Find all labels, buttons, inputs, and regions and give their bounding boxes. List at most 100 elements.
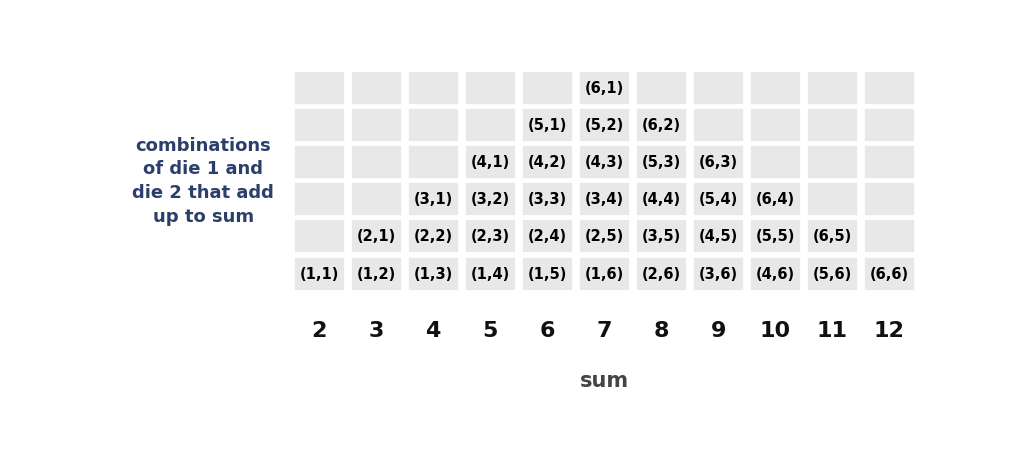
Bar [635, 108, 687, 143]
Text: (4,2): (4,2) [527, 155, 566, 170]
Bar [806, 219, 858, 254]
Text: 2: 2 [311, 320, 327, 340]
Text: 11: 11 [816, 320, 848, 340]
Bar [464, 219, 516, 254]
Text: die 2 that add: die 2 that add [132, 184, 274, 202]
Bar [749, 182, 801, 217]
Text: sum: sum [580, 371, 629, 391]
Text: (2,3): (2,3) [471, 229, 510, 244]
Text: 9: 9 [711, 320, 726, 340]
Text: (5,6): (5,6) [812, 266, 852, 281]
Text: (5,2): (5,2) [585, 118, 624, 133]
Bar [293, 219, 345, 254]
Bar [692, 219, 744, 254]
Text: (4,4): (4,4) [642, 192, 681, 207]
Bar [521, 71, 573, 106]
Text: (1,6): (1,6) [585, 266, 624, 281]
Text: (6,1): (6,1) [585, 81, 624, 96]
Text: 12: 12 [873, 320, 904, 340]
Text: (5,1): (5,1) [527, 118, 567, 133]
Text: (3,2): (3,2) [471, 192, 510, 207]
Text: (4,5): (4,5) [698, 229, 737, 244]
Text: (3,1): (3,1) [414, 192, 453, 207]
Bar [350, 256, 402, 291]
Bar [293, 108, 345, 143]
Bar [521, 219, 573, 254]
Bar [863, 256, 915, 291]
Bar [749, 71, 801, 106]
Text: (4,1): (4,1) [471, 155, 510, 170]
Bar [863, 108, 915, 143]
Bar [350, 182, 402, 217]
Bar [464, 256, 516, 291]
Text: (3,6): (3,6) [698, 266, 737, 281]
Bar [806, 145, 858, 180]
Bar [578, 219, 631, 254]
Bar [749, 145, 801, 180]
Bar [635, 71, 687, 106]
Text: (2,2): (2,2) [414, 229, 453, 244]
Text: (2,1): (2,1) [356, 229, 396, 244]
Bar [293, 71, 345, 106]
Text: (2,5): (2,5) [585, 229, 624, 244]
Bar [692, 108, 744, 143]
Text: (2,6): (2,6) [642, 266, 681, 281]
Bar [806, 182, 858, 217]
Bar [863, 145, 915, 180]
Text: 10: 10 [760, 320, 791, 340]
Bar [408, 145, 460, 180]
Text: (1,5): (1,5) [527, 266, 567, 281]
Bar [635, 219, 687, 254]
Bar [293, 145, 345, 180]
Bar [578, 71, 631, 106]
Bar [464, 145, 516, 180]
Text: combinations: combinations [135, 137, 271, 154]
Text: 6: 6 [540, 320, 555, 340]
Text: 8: 8 [653, 320, 669, 340]
Text: (6,2): (6,2) [642, 118, 681, 133]
Bar [350, 71, 402, 106]
Text: (4,3): (4,3) [585, 155, 624, 170]
Text: (5,4): (5,4) [698, 192, 737, 207]
Bar [749, 219, 801, 254]
Bar [692, 71, 744, 106]
Text: of die 1 and: of die 1 and [143, 160, 263, 178]
Bar [692, 145, 744, 180]
Text: 7: 7 [596, 320, 612, 340]
Bar [521, 182, 573, 217]
Text: (3,5): (3,5) [641, 229, 681, 244]
Bar [806, 108, 858, 143]
Bar [408, 182, 460, 217]
Bar [408, 256, 460, 291]
Bar [464, 108, 516, 143]
Text: (3,4): (3,4) [585, 192, 624, 207]
Text: (1,3): (1,3) [414, 266, 453, 281]
Text: 5: 5 [482, 320, 498, 340]
Text: (2,4): (2,4) [527, 229, 566, 244]
Text: (1,2): (1,2) [356, 266, 396, 281]
Bar [749, 256, 801, 291]
Bar [464, 71, 516, 106]
Bar [806, 71, 858, 106]
Bar [863, 71, 915, 106]
Bar [578, 145, 631, 180]
Bar [408, 219, 460, 254]
Text: (6,3): (6,3) [698, 155, 737, 170]
Bar [863, 182, 915, 217]
Bar [749, 108, 801, 143]
Text: (1,1): (1,1) [299, 266, 339, 281]
Bar [521, 108, 573, 143]
Bar [578, 108, 631, 143]
Text: (3,3): (3,3) [527, 192, 566, 207]
Bar [521, 145, 573, 180]
Bar [293, 256, 345, 291]
Bar [464, 182, 516, 217]
Text: up to sum: up to sum [153, 207, 254, 226]
Bar [578, 182, 631, 217]
Text: (5,3): (5,3) [641, 155, 681, 170]
Text: (4,6): (4,6) [756, 266, 795, 281]
Text: (6,4): (6,4) [756, 192, 795, 207]
Text: 4: 4 [426, 320, 441, 340]
Bar [578, 256, 631, 291]
Bar [806, 256, 858, 291]
